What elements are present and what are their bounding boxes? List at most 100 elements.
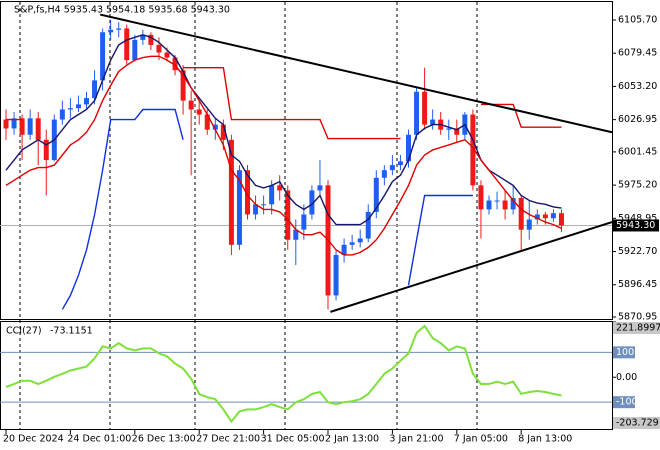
candle-body bbox=[293, 229, 299, 240]
candle-body bbox=[148, 34, 154, 45]
cci-title: CCI(27) bbox=[6, 326, 42, 337]
candle-body bbox=[414, 91, 420, 135]
indicator-line bbox=[5, 34, 562, 226]
x-tick-label: 20 Dec 2024 bbox=[3, 434, 64, 445]
candle-body bbox=[164, 52, 170, 58]
y-tick-label: -100 bbox=[616, 397, 638, 408]
candle-body bbox=[502, 200, 508, 210]
candle-body bbox=[373, 177, 379, 212]
y-tick-label: 6026.95 bbox=[618, 114, 657, 125]
candle-body bbox=[510, 198, 516, 210]
candle-body bbox=[518, 198, 524, 230]
candle-body bbox=[494, 200, 500, 202]
candle-body bbox=[100, 32, 106, 81]
candle-body bbox=[140, 34, 146, 40]
candle-body bbox=[285, 190, 291, 240]
candle-body bbox=[478, 185, 484, 210]
x-tick-label: 24 Dec 01:00 bbox=[67, 434, 131, 445]
x-tick-label: 3 Jan 21:00 bbox=[389, 434, 443, 445]
candle-body bbox=[550, 213, 556, 219]
chart-title: S&P,fs,H4 5935.43 5954.18 5935.68 5943.3… bbox=[14, 5, 230, 16]
candle-body bbox=[397, 161, 403, 166]
y-tick-label: 221.8997 bbox=[616, 323, 660, 334]
candle-body bbox=[381, 170, 387, 178]
candle-body bbox=[261, 204, 267, 206]
tick-box bbox=[613, 346, 635, 359]
candle-body bbox=[19, 118, 25, 135]
candle-body bbox=[59, 109, 65, 120]
cci-frame bbox=[0, 321, 613, 430]
candle-body bbox=[486, 200, 492, 210]
y-tick-label: 6079.45 bbox=[618, 48, 657, 59]
candle-body bbox=[67, 108, 73, 110]
y-tick-label: -203.729 bbox=[616, 418, 659, 429]
indicator-line bbox=[61, 108, 473, 310]
candle-body bbox=[124, 28, 130, 61]
candle-body bbox=[534, 214, 540, 220]
candle-body bbox=[43, 139, 49, 161]
y-tick-label: 5896.45 bbox=[618, 279, 657, 290]
y-tick-label: 100 bbox=[616, 347, 634, 358]
trendline bbox=[330, 221, 613, 313]
candle-body bbox=[526, 219, 532, 230]
candle-body bbox=[389, 165, 395, 171]
candle-body bbox=[220, 124, 226, 140]
candle-body bbox=[108, 29, 114, 33]
tick-box bbox=[613, 396, 635, 409]
candle-body bbox=[75, 104, 81, 109]
cci-current: -73.1151 bbox=[50, 326, 93, 337]
candle-body bbox=[422, 91, 428, 125]
trendline bbox=[99, 13, 613, 134]
tick-box bbox=[613, 417, 660, 429]
y-tick-label: 5948.95 bbox=[618, 213, 657, 224]
candle-body bbox=[156, 44, 162, 53]
tick-box bbox=[613, 322, 660, 334]
y-tick-label: 5870.95 bbox=[618, 312, 657, 323]
candle-body bbox=[333, 254, 339, 296]
candle-body bbox=[132, 39, 138, 61]
candle-body bbox=[180, 70, 186, 101]
candle-body bbox=[349, 242, 355, 245]
candle-body bbox=[236, 170, 242, 245]
candle-body bbox=[542, 214, 548, 219]
candle-body bbox=[277, 185, 283, 191]
candle-body bbox=[172, 57, 178, 71]
candle-body bbox=[204, 114, 210, 130]
plot: 6105.70 6079.45 6053.20 6026.95 6001.45 5975.… bbox=[0, 13, 660, 445]
candle-body bbox=[35, 118, 41, 140]
candle-body bbox=[341, 244, 347, 255]
last-price-box bbox=[613, 219, 659, 232]
session-separators bbox=[19, 2, 478, 430]
candle-body bbox=[27, 118, 33, 135]
candle-body bbox=[454, 128, 460, 135]
price-frame bbox=[0, 1, 613, 320]
last-price-label: 5943.30 bbox=[616, 220, 655, 231]
x-tick-label: 2 Jan 13:00 bbox=[325, 434, 379, 445]
candle-body bbox=[212, 124, 218, 130]
candle-body bbox=[470, 114, 476, 186]
candle-body bbox=[92, 80, 98, 99]
candle-body bbox=[309, 190, 315, 215]
candle-body bbox=[3, 119, 9, 129]
candle-body bbox=[446, 128, 452, 130]
x-tick-label: 8 Jan 13:00 bbox=[518, 434, 572, 445]
candle-body bbox=[406, 134, 411, 162]
candle-body bbox=[196, 109, 202, 115]
candle-body bbox=[430, 119, 436, 125]
x-tick-label: 31 Dec 05:00 bbox=[261, 434, 325, 445]
x-tick-label: 26 Dec 13:00 bbox=[132, 434, 196, 445]
y-tick-label: 5922.70 bbox=[618, 246, 657, 257]
candle-body bbox=[558, 213, 564, 226]
y-tick-label: 6105.70 bbox=[618, 15, 657, 26]
candle-body bbox=[116, 28, 122, 30]
candle-body bbox=[253, 204, 259, 215]
y-tick-label: 5975.20 bbox=[618, 180, 657, 191]
y-tick-label: 0.00 bbox=[616, 372, 637, 383]
candle-body bbox=[317, 185, 323, 191]
candle-body bbox=[245, 170, 250, 215]
cci-line bbox=[5, 324, 562, 424]
candle-body bbox=[269, 185, 275, 205]
x-tick-label: 7 Jan 05:00 bbox=[454, 434, 508, 445]
indicator-line bbox=[5, 55, 562, 256]
candle-body bbox=[357, 238, 363, 243]
